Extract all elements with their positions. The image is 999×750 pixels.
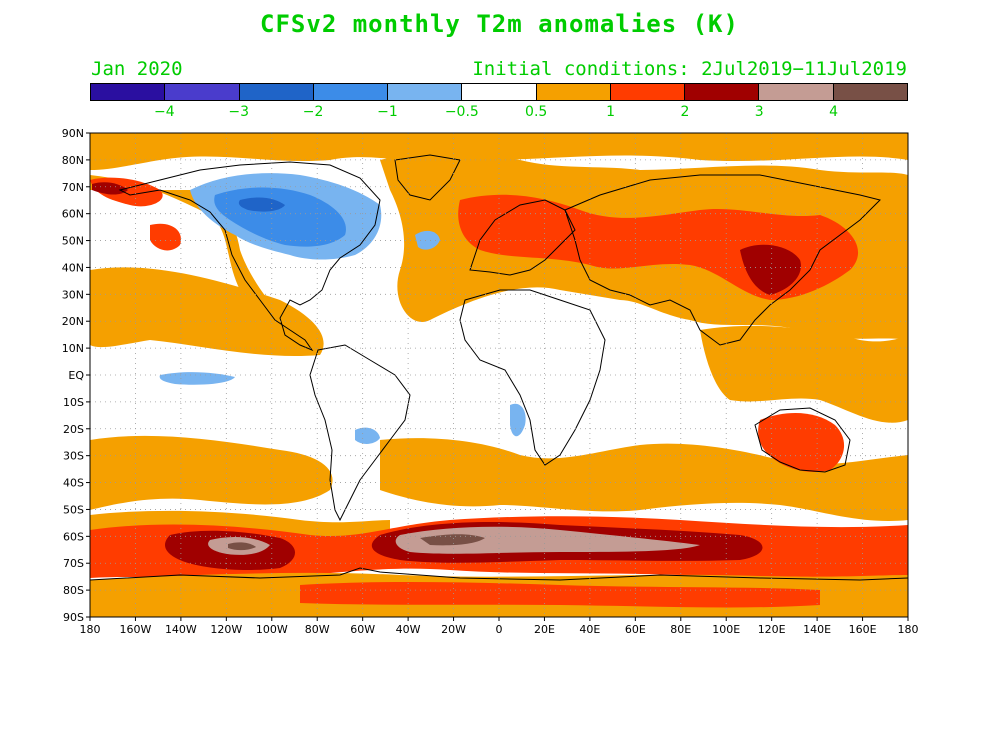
lon-tick-label: 140E (803, 623, 831, 636)
coastline-africa (459, 289, 606, 466)
lat-tick-label: EQ (68, 369, 84, 382)
colorbar-label: −0.5 (444, 104, 479, 120)
colorbar-label: −4 (154, 104, 175, 120)
colorbar-label: 0.5 (525, 104, 548, 120)
lat-tick-label: 50N (62, 235, 84, 248)
lat-tick-label: 20N (62, 315, 84, 328)
lon-tick-label: 120W (210, 623, 242, 636)
lat-tick-label: 60N (62, 208, 84, 221)
anomaly-region-antarctica-hot (300, 581, 820, 608)
colorbar-cell (388, 84, 463, 100)
coastline-europe (469, 199, 576, 276)
anomaly-region-west-pacific-warm (700, 325, 908, 423)
anomaly-region-north-pacific-hot (150, 223, 181, 251)
coastline-antarctica (90, 567, 908, 581)
anomaly-region-east-africa-cool (510, 403, 526, 437)
target-month: Jan 2020 (91, 58, 183, 80)
initial-conditions: Initial conditions: 2Jul2019−11Jul2019 (472, 58, 907, 80)
colorbar (90, 83, 908, 101)
chart-title: CFSv2 monthly T2m anomalies (K) (260, 10, 739, 38)
anomaly-region-alaska-deep (92, 182, 128, 195)
lat-tick-label: 50S (63, 503, 84, 516)
lon-tick-label: 40E (579, 623, 600, 636)
colorbar-cell (313, 84, 389, 100)
anomaly-region-arctic-warm (90, 133, 908, 170)
colorbar-label: 3 (754, 104, 764, 120)
latitude-axis: 90N 80N 70N 60N 50N 40N 30N 20N 10N EQ 10S 20S 30S 40… (62, 127, 90, 624)
lat-tick-label: 90S (63, 611, 84, 624)
lon-tick-label: 20W (441, 623, 466, 636)
lon-tick-label: 100W (256, 623, 288, 636)
colorbar-cell (685, 84, 760, 100)
colorbar-label: 2 (680, 104, 690, 120)
lat-tick-label: 70N (62, 181, 84, 194)
lon-tick-label: 0 (496, 623, 503, 636)
colorbar-cell (165, 84, 240, 100)
colorbar-cell (833, 84, 907, 100)
anomaly-region-east-asia-deep (740, 244, 801, 295)
colorbar-label: 1 (606, 104, 615, 120)
lat-tick-label: 20S (63, 423, 84, 436)
anomaly-region-north-atlantic-cool (415, 230, 440, 250)
colorbar-label: 4 (829, 104, 839, 120)
lat-tick-label: 30N (62, 288, 84, 301)
lon-tick-label: 140W (165, 623, 197, 636)
lat-tick-label: 40S (63, 477, 84, 490)
lat-tick-label: 80S (63, 584, 84, 597)
lon-tick-label: 60E (625, 623, 646, 636)
lon-tick-label: 40W (396, 623, 421, 636)
anomaly-region-south-atlantic-cool (355, 427, 380, 444)
coastline-asia (564, 174, 881, 346)
coastline-south-america (309, 344, 411, 522)
lon-tick-label: 60W (350, 623, 375, 636)
anomaly-region-southern-ocean-tan (395, 526, 700, 554)
anomaly-region-tropical-pacific-warm (90, 267, 324, 357)
anomaly-region-south-atlantic-warm (380, 438, 908, 522)
colorbar-label: −3 (228, 104, 250, 120)
lon-tick-label: 100E (712, 623, 740, 636)
lat-tick-label: 70S (63, 557, 84, 570)
lat-tick-label: 10S (63, 396, 84, 409)
coastlines (90, 154, 908, 581)
anomaly-region-southern-ocean-brown (420, 534, 485, 546)
lon-tick-label: 20E (534, 623, 555, 636)
anomaly-region-south-pacific-warm (90, 435, 333, 510)
colorbar-label: −1 (377, 104, 398, 120)
anomaly-region-canada-colder (238, 197, 285, 212)
colorbar-cell (759, 84, 834, 100)
colorbar-cell (91, 84, 166, 100)
coastline-greenland (394, 154, 461, 201)
lon-tick-label: 80E (670, 623, 691, 636)
colorbar-cell (239, 84, 314, 100)
coastline-north-america (118, 161, 381, 352)
colorbar-cell (610, 84, 686, 100)
lat-tick-label: 10N (62, 342, 84, 355)
anomaly-region-south-pacific-brown (228, 542, 256, 551)
lon-tick-label: 180 (80, 623, 101, 636)
lon-tick-label: 160E (849, 623, 877, 636)
lat-tick-label: 90N (62, 127, 84, 140)
anomaly-region-australia-hot (758, 413, 845, 472)
lon-tick-label: 160W (120, 623, 152, 636)
longitude-axis: 180 160W 140W 120W 100W 80W 60W 40W 20W 0 20E 40E 60… (80, 617, 919, 636)
lon-tick-label: 80W (305, 623, 330, 636)
colorbar-label: −2 (302, 104, 324, 120)
graticule (90, 133, 908, 617)
colorbar-cell (462, 84, 537, 100)
coastline-australia (754, 407, 851, 473)
lat-tick-label: 60S (63, 530, 84, 543)
colorbar-cell (536, 84, 611, 100)
lon-tick-label: 120E (758, 623, 786, 636)
lat-tick-label: 80N (62, 154, 84, 167)
lat-tick-label: 40N (62, 261, 84, 274)
lat-tick-label: 30S (63, 450, 84, 463)
lon-tick-label: 180 (898, 623, 919, 636)
anomaly-region-tropical-pacific-cool (159, 372, 235, 385)
